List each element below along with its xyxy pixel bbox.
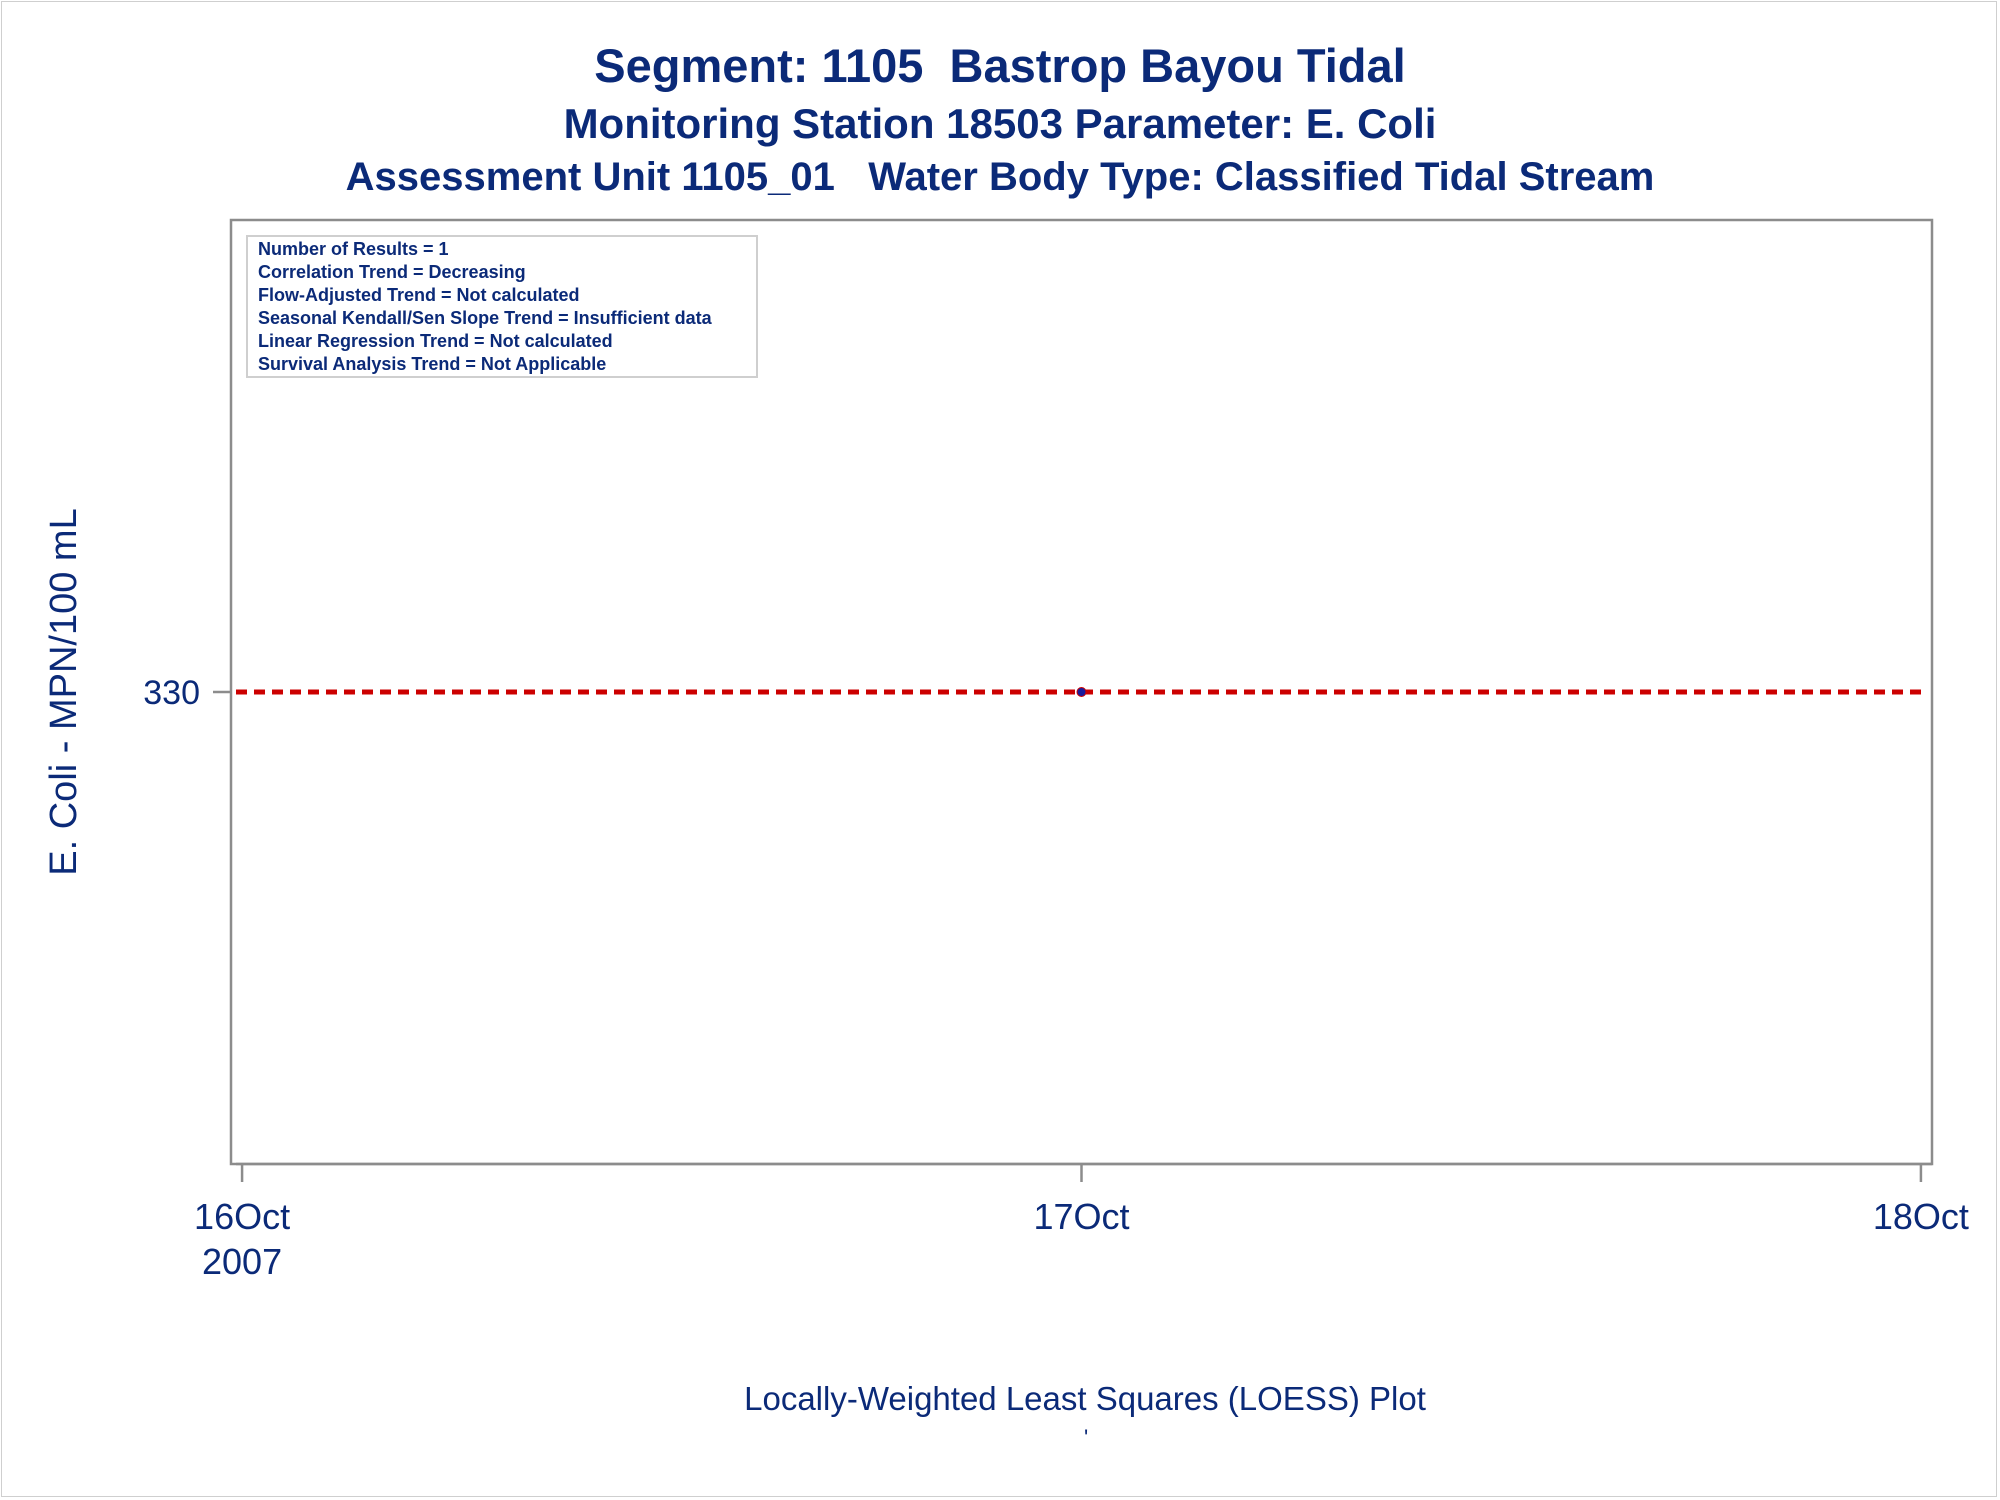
footnote-mark: ' (1084, 1425, 1089, 1450)
x-tick-label: 2007 (202, 1241, 282, 1282)
stats-box-line: Seasonal Kendall/Sen Slope Trend = Insuf… (258, 308, 713, 328)
chart-title: Segment: 1105 Bastrop Bayou Tidal (594, 39, 1406, 92)
x-tick-label: 18Oct (1873, 1196, 1969, 1237)
x-tick-label: 17Oct (1033, 1196, 1129, 1237)
x-tick-label: 16Oct (194, 1196, 290, 1237)
y-tick-label: 330 (143, 674, 200, 712)
chart-subtitle-station: Monitoring Station 18503 Parameter: E. C… (563, 100, 1437, 147)
chart-subtitle-assessment: Assessment Unit 1105_01 Water Body Type:… (345, 155, 1655, 199)
stats-box-line: Number of Results = 1 (258, 239, 449, 259)
stats-box (246, 235, 758, 378)
stats-box-line: Survival Analysis Trend = Not Applicable (258, 354, 606, 374)
footnote: Locally-Weighted Least Squares (LOESS) P… (744, 1380, 1426, 1417)
stats-box-line: Correlation Trend = Decreasing (258, 262, 526, 282)
y-axis-label: E. Coli - MPN/100 mL (43, 508, 85, 875)
stats-box-line: Flow-Adjusted Trend = Not calculated (258, 285, 580, 305)
data-point (1076, 687, 1087, 697)
stats-box-line: Linear Regression Trend = Not calculated (258, 331, 613, 351)
